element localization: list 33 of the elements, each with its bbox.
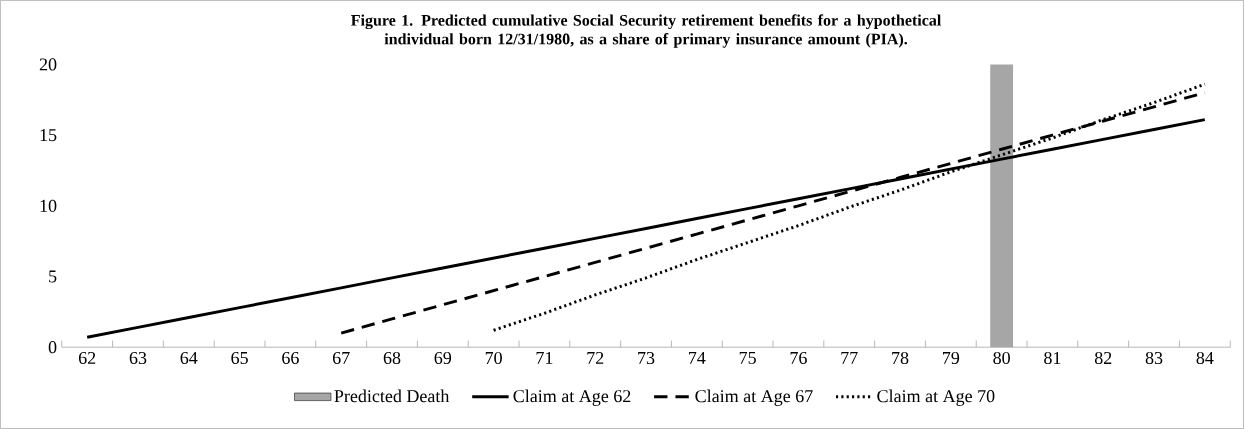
x-tick-label: 79 [943, 351, 960, 365]
x-tick-label: 68 [383, 351, 401, 365]
x-tick-label: 66 [282, 351, 299, 365]
x-tick-label: 73 [638, 351, 655, 365]
x-tick-label: 72 [587, 351, 604, 364]
x-tick-label: 77 [841, 351, 858, 364]
x-tick-label: 64 [180, 351, 198, 365]
x-tick-label: 67 [332, 351, 350, 365]
x-tick-label: 84 [1196, 351, 1214, 365]
legend-label: Claim at Age 70 [877, 389, 995, 406]
x-tick-label: 81 [1044, 351, 1061, 365]
y-tick-label: 10 [40, 199, 57, 212]
x-tick-label: 63 [129, 351, 147, 365]
x-tick-label: 75 [739, 351, 756, 364]
x-tick-label: 76 [790, 351, 807, 365]
x-tick-label: 82 [1094, 351, 1112, 365]
y-tick-label: 15 [40, 129, 57, 142]
x-tick-label: 62 [78, 351, 96, 365]
x-tick-label: 65 [231, 351, 248, 365]
x-tick-label: 70 [485, 351, 502, 365]
legend-label: Claim at Age 62 [513, 389, 631, 406]
x-tick-label: 83 [1145, 351, 1163, 365]
legend-label: Predicted Death [334, 389, 450, 403]
y-tick-label: 20 [39, 58, 57, 71]
x-tick-label: 71 [536, 351, 553, 364]
chart-title: Figure 1. Predicted cumulative Social Security retirement benefits for a hypothetical individual born 12/31/1980, as a share of primary insurance amount (PIA). [351, 14, 942, 48]
x-tick-label: 80 [993, 351, 1010, 365]
legend-label: Claim at Age 67 [695, 389, 813, 406]
y-tick-label: 0 [48, 341, 57, 354]
x-tick-label: 69 [434, 351, 452, 365]
x-tick-label: 78 [892, 351, 909, 365]
x-tick-label: 74 [689, 351, 706, 364]
y-tick-label: 5 [49, 270, 57, 283]
